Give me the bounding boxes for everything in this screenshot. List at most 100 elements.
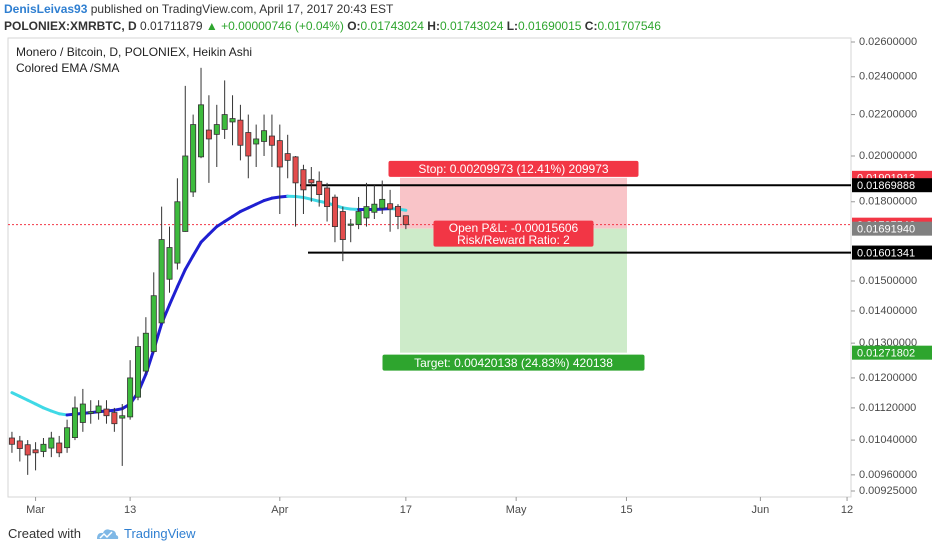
candle-body bbox=[245, 132, 252, 157]
candle-body bbox=[237, 119, 244, 146]
author[interactable]: DenisLeivas93 bbox=[4, 2, 88, 16]
candle-body bbox=[198, 104, 205, 158]
ema-segment bbox=[223, 214, 235, 224]
candle-body bbox=[229, 118, 236, 123]
x-tick-label: Jun bbox=[752, 504, 770, 516]
plot-frame bbox=[7, 37, 852, 498]
candle-body bbox=[363, 206, 370, 219]
candle-body bbox=[316, 180, 323, 195]
candle-body bbox=[292, 156, 299, 184]
candle-body bbox=[284, 153, 291, 161]
last-price: 0.01711879 bbox=[140, 19, 203, 33]
price-label: 0.01691940 bbox=[857, 224, 915, 236]
candle-body bbox=[261, 130, 268, 142]
change: ▲ +0.00000746 (+0.04%) bbox=[205, 19, 344, 33]
h-label: H: bbox=[427, 19, 440, 33]
o-label: O: bbox=[347, 19, 361, 33]
x-tick-label: 13 bbox=[124, 504, 136, 516]
y-tick-label: 0.01040000 bbox=[859, 434, 917, 446]
l-label: L: bbox=[506, 19, 519, 33]
candle-body bbox=[87, 411, 94, 414]
target-label: Target: 0.00420138 (24.83%) 420138 bbox=[414, 356, 613, 370]
candle-body bbox=[40, 443, 47, 452]
overlay: 0.02600000 0.02400000 0.02200000 0.02000000… bbox=[26, 36, 932, 516]
candle-body bbox=[331, 196, 338, 227]
footer-brand[interactable]: TradingView bbox=[124, 526, 196, 541]
candle-body bbox=[71, 407, 78, 438]
c-label: C: bbox=[584, 19, 598, 33]
symbol: POLONIEX:XMRBTC, D bbox=[4, 19, 137, 33]
pnl-label: Open P&L: -0.00015606 bbox=[449, 221, 579, 235]
header-line-2: POLONIEX:XMRBTC, D 0.01711879 ▲ +0.00000… bbox=[4, 19, 661, 33]
candle-body bbox=[324, 187, 331, 208]
logo[interactable] bbox=[94, 526, 120, 542]
x-tick-label: 12 bbox=[841, 504, 853, 516]
candle-body bbox=[24, 444, 31, 456]
candle-body bbox=[347, 223, 354, 226]
stop-label: Stop: 0.00209973 (12.41%) 209973 bbox=[418, 162, 608, 176]
candle-body bbox=[213, 124, 220, 135]
y-tick-label: 0.02400000 bbox=[859, 71, 917, 83]
candle-body bbox=[371, 203, 378, 213]
price-label: 0.01271802 bbox=[857, 348, 915, 360]
ema-segment bbox=[183, 254, 195, 272]
price-label-box bbox=[852, 245, 932, 260]
x-tick-label: May bbox=[506, 504, 527, 516]
candle-body bbox=[339, 211, 346, 240]
zones bbox=[400, 177, 627, 353]
candle-body bbox=[111, 412, 118, 425]
candle-body bbox=[79, 403, 86, 423]
chart-subtitle: Colored EMA /SMA bbox=[16, 61, 119, 75]
candle-body bbox=[103, 408, 110, 417]
candle-body bbox=[16, 440, 23, 449]
ema-segment bbox=[175, 268, 187, 289]
candle-body bbox=[402, 215, 409, 226]
candle-body bbox=[205, 129, 212, 140]
candle-body bbox=[127, 377, 134, 418]
candle-body bbox=[134, 346, 141, 398]
x-tick-label: Mar bbox=[26, 504, 45, 516]
target-zone bbox=[400, 228, 627, 353]
price-label: 0.01601341 bbox=[857, 247, 915, 259]
ema-segment bbox=[191, 240, 203, 258]
price-label-box bbox=[852, 178, 932, 193]
y-tick-label: 0.01120000 bbox=[859, 402, 916, 414]
y-tick-label: 0.02000000 bbox=[859, 150, 917, 162]
candle-body bbox=[387, 203, 394, 210]
candle-body bbox=[253, 138, 260, 145]
logo-line bbox=[99, 531, 113, 539]
candle-body bbox=[56, 442, 63, 454]
ema-segment bbox=[199, 232, 211, 244]
candle-body bbox=[268, 135, 275, 146]
l-value: 0.01690015 bbox=[518, 19, 582, 33]
ema-segment bbox=[215, 220, 227, 229]
price-label-box bbox=[852, 221, 932, 236]
y-tick-label: 0.01800000 bbox=[859, 196, 917, 208]
y-tick-label: 0.00960000 bbox=[859, 469, 917, 481]
candle-body bbox=[221, 114, 228, 130]
pnl-box bbox=[433, 220, 594, 247]
marks bbox=[8, 67, 851, 475]
y-tick-label: 0.01500000 bbox=[859, 275, 917, 287]
candle-body bbox=[142, 332, 149, 372]
ema-segment bbox=[207, 225, 219, 236]
x-tick-label: 15 bbox=[620, 504, 632, 516]
candle-body bbox=[8, 437, 15, 445]
c-value: 0.01707546 bbox=[597, 19, 661, 33]
candle-body bbox=[150, 295, 157, 352]
candle-body bbox=[308, 179, 315, 184]
h-value: 0.01743024 bbox=[439, 19, 504, 33]
candle-body bbox=[166, 247, 173, 280]
candle-body bbox=[32, 449, 39, 454]
y-tick-label: 0.02200000 bbox=[859, 108, 917, 120]
x-tick-label: Apr bbox=[271, 504, 288, 516]
candle-body bbox=[355, 211, 362, 225]
candle-body bbox=[174, 201, 181, 264]
candle-body bbox=[64, 427, 71, 449]
price-label: 0.01869888 bbox=[857, 180, 915, 192]
chart-title: Monero / Bitcoin, D, POLONIEX, Heikin As… bbox=[16, 45, 252, 59]
target-label-box bbox=[382, 354, 645, 371]
candle-body bbox=[48, 437, 55, 449]
candle-body bbox=[300, 169, 307, 191]
